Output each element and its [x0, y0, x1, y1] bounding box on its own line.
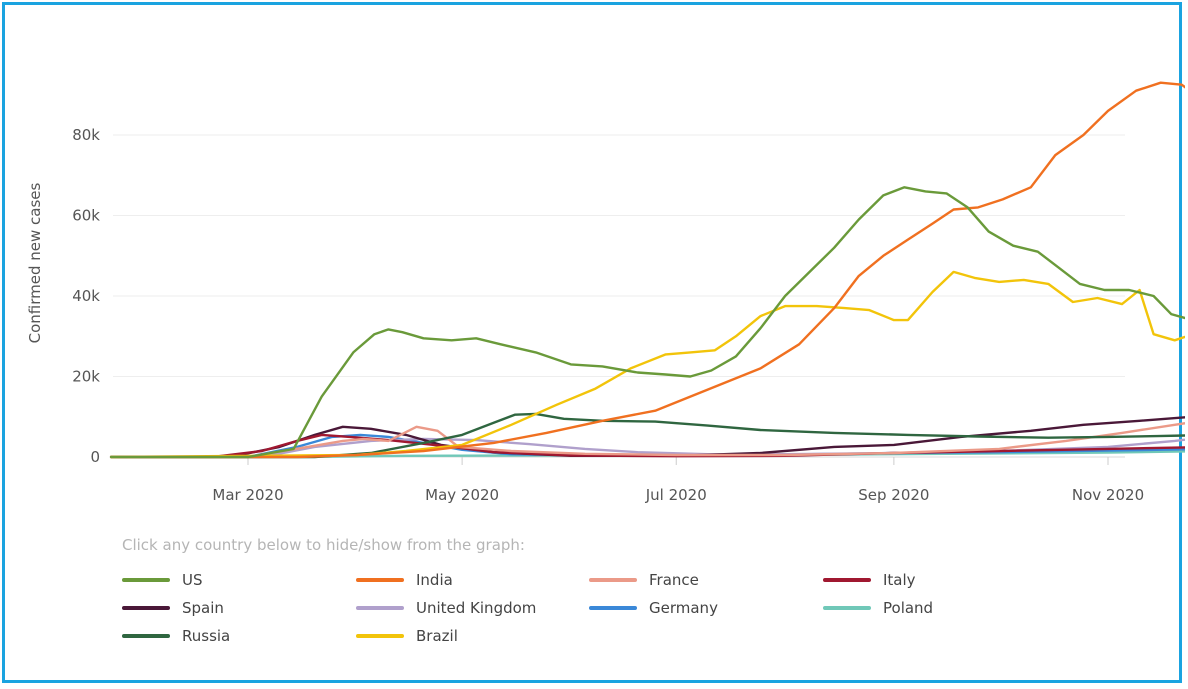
series-lines	[109, 81, 1185, 459]
y-tick-label: 0	[90, 448, 100, 466]
x-tick-label: Mar 2020	[212, 486, 283, 504]
legend-swatch	[122, 634, 170, 638]
legend-label: United Kingdom	[416, 599, 537, 617]
y-axis: 0 20k 40k 60k 80k	[72, 126, 100, 466]
legend-label: Brazil	[416, 627, 458, 645]
legend-label: Poland	[883, 599, 934, 617]
legend-item-russia[interactable]: Russia	[122, 625, 230, 647]
series-line-italy	[109, 433, 1185, 459]
legend-label: India	[416, 571, 453, 589]
x-tick-label: Nov 2020	[1072, 486, 1144, 504]
legend-swatch	[356, 578, 404, 582]
legend-swatch	[356, 634, 404, 638]
legend-label: US	[182, 571, 203, 589]
legend-swatch	[122, 578, 170, 582]
legend-swatch	[356, 606, 404, 610]
legend-label: Russia	[182, 627, 231, 645]
x-axis: Mar 2020 May 2020 Jul 2020 Sep 2020 Nov 2020	[212, 457, 1144, 504]
legend-label: Germany	[649, 599, 718, 617]
series-line-us	[109, 186, 1185, 459]
legend-swatch	[589, 606, 637, 610]
x-tick-label: May 2020	[425, 486, 499, 504]
legend-swatch	[122, 606, 170, 610]
legend-item-italy[interactable]: Italy	[823, 569, 916, 591]
legend-swatch	[589, 578, 637, 582]
legend-item-united-kingdom[interactable]: United Kingdom	[356, 597, 536, 619]
legend-item-spain[interactable]: Spain	[122, 597, 224, 619]
y-tick-label: 20k	[72, 368, 100, 386]
legend-label: France	[649, 571, 699, 589]
line-chart: 0 20k 40k 60k 80k Mar 2020 May 2020 Jul 2020 Se…	[26, 81, 1185, 504]
y-tick-label: 60k	[72, 207, 100, 225]
legend-item-india[interactable]: India	[356, 569, 453, 591]
series-line-spain	[109, 416, 1185, 459]
series-line-poland	[109, 450, 1185, 459]
legend-item-brazil[interactable]: Brazil	[356, 625, 458, 647]
legend-label: Spain	[182, 599, 224, 617]
legend-swatch	[823, 606, 871, 610]
y-axis-label: Confirmed new cases	[26, 182, 44, 343]
legend-item-poland[interactable]: Poland	[823, 597, 933, 619]
legend-label: Italy	[883, 571, 916, 589]
y-tick-label: 80k	[72, 126, 100, 144]
series-line-india	[109, 81, 1185, 459]
legend-hint: Click any country below to hide/show fro…	[122, 536, 525, 554]
legend-item-germany[interactable]: Germany	[589, 597, 718, 619]
legend-item-france[interactable]: France	[589, 569, 699, 591]
series-line-brazil	[109, 270, 1185, 459]
gridlines	[113, 134, 1125, 458]
x-tick-label: Jul 2020	[645, 486, 707, 504]
series-line-france	[109, 422, 1185, 459]
series-line-russia	[109, 412, 1185, 459]
legend-item-us[interactable]: US	[122, 569, 203, 591]
x-tick-label: Sep 2020	[858, 486, 929, 504]
y-tick-label: 40k	[72, 287, 100, 305]
legend-swatch	[823, 578, 871, 582]
